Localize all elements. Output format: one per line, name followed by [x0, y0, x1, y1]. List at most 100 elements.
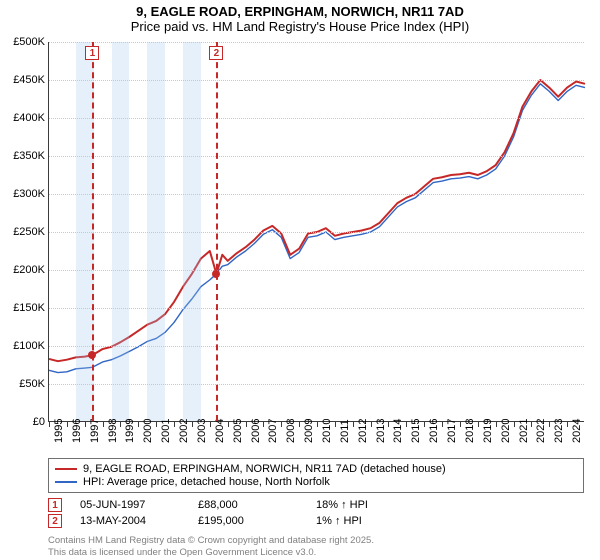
x-axis-label: 2024: [571, 419, 583, 443]
event-row-2: 213-MAY-2004£195,0001% ↑ HPI: [48, 514, 584, 528]
gridline: [49, 194, 584, 195]
x-tick: [281, 421, 282, 427]
title-address: 9, EAGLE ROAD, ERPINGHAM, NORWICH, NR11 …: [0, 4, 600, 19]
gridline: [49, 42, 584, 43]
x-axis-label: 2002: [178, 419, 190, 443]
x-tick: [263, 421, 264, 427]
y-axis-label: £300K: [0, 188, 45, 200]
x-tick: [478, 421, 479, 427]
x-axis-label: 2022: [535, 419, 547, 443]
event-price: £88,000: [198, 499, 298, 511]
x-axis-label: 2010: [321, 419, 333, 443]
x-tick: [317, 421, 318, 427]
x-axis-label: 2021: [518, 419, 530, 443]
event-line: [216, 42, 218, 421]
x-tick: [120, 421, 121, 427]
x-tick: [371, 421, 372, 427]
legend-label-1: 9, EAGLE ROAD, ERPINGHAM, NORWICH, NR11 …: [83, 463, 446, 475]
x-axis-label: 1999: [124, 419, 136, 443]
x-tick: [406, 421, 407, 427]
event-note: 18% ↑ HPI: [316, 499, 584, 511]
event-table: 105-JUN-1997£88,00018% ↑ HPI213-MAY-2004…: [48, 496, 584, 530]
legend-box: 9, EAGLE ROAD, ERPINGHAM, NORWICH, NR11 …: [48, 458, 584, 493]
x-tick: [49, 421, 50, 427]
gridline: [49, 118, 584, 119]
x-axis-label: 2009: [303, 419, 315, 443]
attribution: Contains HM Land Registry data © Crown c…: [48, 535, 374, 558]
x-tick: [85, 421, 86, 427]
x-axis-label: 2003: [196, 419, 208, 443]
x-axis-label: 2012: [357, 419, 369, 443]
event-date: 05-JUN-1997: [80, 499, 180, 511]
x-tick: [156, 421, 157, 427]
event-row-marker: 2: [48, 514, 62, 528]
y-axis-label: £150K: [0, 302, 45, 314]
x-tick: [246, 421, 247, 427]
x-tick: [138, 421, 139, 427]
title-subtitle: Price paid vs. HM Land Registry's House …: [0, 19, 600, 34]
event-row-1: 1 05-JUN-1997 £88,000 18% ↑ HPI: [48, 498, 584, 512]
x-tick: [514, 421, 515, 427]
y-axis-label: £50K: [0, 378, 45, 390]
x-tick: [496, 421, 497, 427]
event-line: [92, 42, 94, 421]
gridline: [49, 232, 584, 233]
title-block: 9, EAGLE ROAD, ERPINGHAM, NORWICH, NR11 …: [0, 0, 600, 34]
chart-container: 9, EAGLE ROAD, ERPINGHAM, NORWICH, NR11 …: [0, 0, 600, 560]
x-axis-label: 2016: [428, 419, 440, 443]
x-axis-label: 2011: [339, 419, 351, 443]
y-axis-label: £500K: [0, 36, 45, 48]
x-axis-label: 2000: [142, 419, 154, 443]
x-tick: [103, 421, 104, 427]
x-tick: [388, 421, 389, 427]
x-tick: [549, 421, 550, 427]
legend-label-2: HPI: Average price, detached house, Nort…: [83, 476, 330, 488]
x-axis-label: 2006: [250, 419, 262, 443]
x-axis-label: 2005: [232, 419, 244, 443]
x-tick: [567, 421, 568, 427]
x-tick: [192, 421, 193, 427]
x-axis-label: 2008: [285, 419, 297, 443]
y-axis-label: £350K: [0, 150, 45, 162]
x-tick: [67, 421, 68, 427]
x-axis-label: 1997: [89, 419, 101, 443]
x-axis-label: 2001: [160, 419, 172, 443]
chart-plot-area: £0£50K£100K£150K£200K£250K£300K£350K£400…: [48, 42, 584, 422]
x-axis-label: 2004: [214, 419, 226, 443]
x-tick: [299, 421, 300, 427]
x-axis-label: 1996: [71, 419, 83, 443]
event-note: 1% ↑ HPI: [316, 515, 584, 527]
y-axis-label: £200K: [0, 264, 45, 276]
x-axis-label: 2017: [446, 419, 458, 443]
x-axis-label: 2014: [392, 419, 404, 443]
x-tick: [442, 421, 443, 427]
event-row-marker: 1: [48, 498, 62, 512]
attribution-line1: Contains HM Land Registry data © Crown c…: [48, 535, 374, 546]
x-tick: [228, 421, 229, 427]
attribution-line2: This data is licensed under the Open Gov…: [48, 547, 374, 558]
event-marker-2: 2: [209, 46, 223, 60]
y-axis-label: £250K: [0, 226, 45, 238]
gridline: [49, 156, 584, 157]
x-axis-label: 1998: [107, 419, 119, 443]
x-axis-label: 2023: [553, 419, 565, 443]
x-tick: [210, 421, 211, 427]
y-axis-label: £400K: [0, 112, 45, 124]
gridline: [49, 270, 584, 271]
event-price: £195,000: [198, 515, 298, 527]
y-axis-label: £450K: [0, 74, 45, 86]
x-tick: [424, 421, 425, 427]
y-axis-label: £0: [0, 416, 45, 428]
x-axis-label: 2015: [410, 419, 422, 443]
event-dot-1: [88, 351, 96, 359]
x-axis-label: 2020: [500, 419, 512, 443]
x-tick: [174, 421, 175, 427]
y-axis-label: £100K: [0, 340, 45, 352]
x-axis-label: 2018: [464, 419, 476, 443]
gridline: [49, 80, 584, 81]
event-dot-2: [212, 270, 220, 278]
legend-swatch-red: [55, 468, 77, 470]
x-axis-label: 2007: [267, 419, 279, 443]
x-tick: [531, 421, 532, 427]
legend-row-1: 9, EAGLE ROAD, ERPINGHAM, NORWICH, NR11 …: [55, 463, 577, 475]
